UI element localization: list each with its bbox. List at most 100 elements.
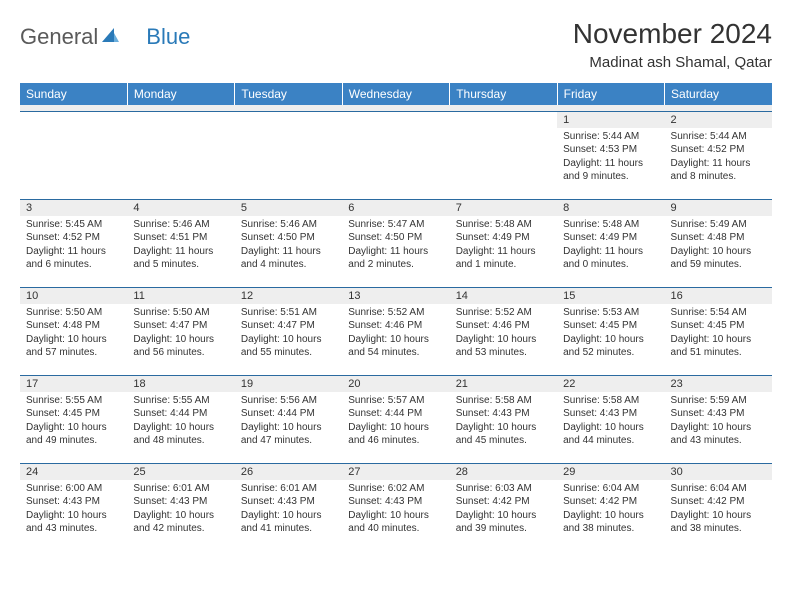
calendar-cell: 28Sunrise: 6:03 AMSunset: 4:42 PMDayligh…: [450, 463, 557, 551]
calendar-week-row: 3Sunrise: 5:45 AMSunset: 4:52 PMDaylight…: [20, 199, 772, 287]
day-details: Sunrise: 5:49 AMSunset: 4:48 PMDaylight:…: [665, 216, 772, 276]
day-detail-line: Daylight: 10 hours and 45 minutes.: [456, 421, 551, 448]
calendar-cell: 20Sunrise: 5:57 AMSunset: 4:44 PMDayligh…: [342, 375, 449, 463]
day-detail-line: Sunrise: 5:44 AM: [671, 130, 766, 144]
day-detail-line: Daylight: 10 hours and 52 minutes.: [563, 333, 658, 360]
day-detail-line: Daylight: 11 hours and 6 minutes.: [26, 245, 121, 272]
day-detail-line: Daylight: 11 hours and 4 minutes.: [241, 245, 336, 272]
title-block: November 2024 Madinat ash Shamal, Qatar: [573, 18, 772, 71]
calendar-cell: 22Sunrise: 5:58 AMSunset: 4:43 PMDayligh…: [557, 375, 664, 463]
day-detail-line: Sunrise: 5:48 AM: [563, 218, 658, 232]
day-detail-line: Sunrise: 5:46 AM: [133, 218, 228, 232]
day-header: Saturday: [665, 83, 772, 105]
day-number: 30: [665, 464, 772, 480]
day-number: 12: [235, 288, 342, 304]
day-number: 14: [450, 288, 557, 304]
day-number: [20, 112, 127, 128]
day-details: Sunrise: 6:00 AMSunset: 4:43 PMDaylight:…: [20, 480, 127, 540]
day-details: Sunrise: 5:46 AMSunset: 4:51 PMDaylight:…: [127, 216, 234, 276]
day-detail-line: Daylight: 11 hours and 8 minutes.: [671, 157, 766, 184]
day-detail-line: Daylight: 11 hours and 5 minutes.: [133, 245, 228, 272]
day-detail-line: Sunrise: 6:03 AM: [456, 482, 551, 496]
calendar-cell: 16Sunrise: 5:54 AMSunset: 4:45 PMDayligh…: [665, 287, 772, 375]
day-detail-line: Sunset: 4:45 PM: [671, 319, 766, 333]
day-detail-line: Sunrise: 5:46 AM: [241, 218, 336, 232]
day-detail-line: Sunrise: 6:04 AM: [671, 482, 766, 496]
calendar-cell: 8Sunrise: 5:48 AMSunset: 4:49 PMDaylight…: [557, 199, 664, 287]
day-detail-line: Sunrise: 6:02 AM: [348, 482, 443, 496]
day-detail-line: Sunrise: 5:53 AM: [563, 306, 658, 320]
day-number: 26: [235, 464, 342, 480]
day-detail-line: Sunset: 4:50 PM: [241, 231, 336, 245]
day-header-row: Sunday Monday Tuesday Wednesday Thursday…: [20, 83, 772, 105]
day-number: [450, 112, 557, 128]
day-detail-line: Daylight: 10 hours and 43 minutes.: [671, 421, 766, 448]
day-details: Sunrise: 6:04 AMSunset: 4:42 PMDaylight:…: [557, 480, 664, 540]
day-number: 2: [665, 112, 772, 128]
calendar-cell: [342, 111, 449, 199]
day-detail-line: Sunrise: 6:01 AM: [241, 482, 336, 496]
day-details: Sunrise: 5:52 AMSunset: 4:46 PMDaylight:…: [342, 304, 449, 364]
day-detail-line: Sunset: 4:42 PM: [671, 495, 766, 509]
day-detail-line: Sunset: 4:43 PM: [563, 407, 658, 421]
day-detail-line: Daylight: 10 hours and 38 minutes.: [563, 509, 658, 536]
day-details: Sunrise: 5:50 AMSunset: 4:48 PMDaylight:…: [20, 304, 127, 364]
day-number: 5: [235, 200, 342, 216]
day-detail-line: Daylight: 10 hours and 49 minutes.: [26, 421, 121, 448]
calendar-cell: 7Sunrise: 5:48 AMSunset: 4:49 PMDaylight…: [450, 199, 557, 287]
day-details: Sunrise: 5:58 AMSunset: 4:43 PMDaylight:…: [557, 392, 664, 452]
day-detail-line: Daylight: 10 hours and 40 minutes.: [348, 509, 443, 536]
day-detail-line: Sunrise: 5:58 AM: [563, 394, 658, 408]
calendar-table: Sunday Monday Tuesday Wednesday Thursday…: [20, 83, 772, 551]
day-detail-line: Sunrise: 5:54 AM: [671, 306, 766, 320]
day-detail-line: Daylight: 10 hours and 44 minutes.: [563, 421, 658, 448]
day-detail-line: Daylight: 10 hours and 55 minutes.: [241, 333, 336, 360]
day-number: 25: [127, 464, 234, 480]
day-detail-line: Sunset: 4:48 PM: [26, 319, 121, 333]
day-detail-line: Sunset: 4:53 PM: [563, 143, 658, 157]
day-details: Sunrise: 5:46 AMSunset: 4:50 PMDaylight:…: [235, 216, 342, 276]
calendar-cell: [127, 111, 234, 199]
day-details: Sunrise: 6:01 AMSunset: 4:43 PMDaylight:…: [127, 480, 234, 540]
calendar-cell: [235, 111, 342, 199]
day-detail-line: Sunrise: 5:44 AM: [563, 130, 658, 144]
day-number: 23: [665, 376, 772, 392]
day-details: Sunrise: 5:57 AMSunset: 4:44 PMDaylight:…: [342, 392, 449, 452]
day-number: 28: [450, 464, 557, 480]
day-detail-line: Sunrise: 5:50 AM: [133, 306, 228, 320]
day-number: 29: [557, 464, 664, 480]
calendar-week-row: 1Sunrise: 5:44 AMSunset: 4:53 PMDaylight…: [20, 111, 772, 199]
day-detail-line: Sunrise: 5:48 AM: [456, 218, 551, 232]
day-detail-line: Daylight: 10 hours and 56 minutes.: [133, 333, 228, 360]
day-details: Sunrise: 6:04 AMSunset: 4:42 PMDaylight:…: [665, 480, 772, 540]
day-details: Sunrise: 5:52 AMSunset: 4:46 PMDaylight:…: [450, 304, 557, 364]
day-details: Sunrise: 5:55 AMSunset: 4:44 PMDaylight:…: [127, 392, 234, 452]
day-number: 8: [557, 200, 664, 216]
day-details: Sunrise: 5:44 AMSunset: 4:53 PMDaylight:…: [557, 128, 664, 188]
day-number: 15: [557, 288, 664, 304]
day-number: 22: [557, 376, 664, 392]
day-detail-line: Daylight: 11 hours and 2 minutes.: [348, 245, 443, 272]
calendar-cell: 30Sunrise: 6:04 AMSunset: 4:42 PMDayligh…: [665, 463, 772, 551]
calendar-cell: 2Sunrise: 5:44 AMSunset: 4:52 PMDaylight…: [665, 111, 772, 199]
day-detail-line: Daylight: 10 hours and 43 minutes.: [26, 509, 121, 536]
day-detail-line: Daylight: 10 hours and 53 minutes.: [456, 333, 551, 360]
day-detail-line: Sunrise: 5:59 AM: [671, 394, 766, 408]
calendar-cell: [20, 111, 127, 199]
day-detail-line: Daylight: 10 hours and 57 minutes.: [26, 333, 121, 360]
day-number: [342, 112, 449, 128]
day-details: Sunrise: 5:50 AMSunset: 4:47 PMDaylight:…: [127, 304, 234, 364]
day-details: [450, 128, 557, 134]
calendar-cell: 3Sunrise: 5:45 AMSunset: 4:52 PMDaylight…: [20, 199, 127, 287]
day-detail-line: Sunset: 4:44 PM: [348, 407, 443, 421]
day-detail-line: Sunset: 4:52 PM: [26, 231, 121, 245]
calendar-cell: 6Sunrise: 5:47 AMSunset: 4:50 PMDaylight…: [342, 199, 449, 287]
day-detail-line: Daylight: 11 hours and 1 minute.: [456, 245, 551, 272]
day-detail-line: Sunset: 4:43 PM: [26, 495, 121, 509]
day-number: [127, 112, 234, 128]
day-detail-line: Sunrise: 5:49 AM: [671, 218, 766, 232]
day-detail-line: Sunset: 4:43 PM: [133, 495, 228, 509]
calendar-cell: 14Sunrise: 5:52 AMSunset: 4:46 PMDayligh…: [450, 287, 557, 375]
calendar-cell: 5Sunrise: 5:46 AMSunset: 4:50 PMDaylight…: [235, 199, 342, 287]
day-number: [235, 112, 342, 128]
